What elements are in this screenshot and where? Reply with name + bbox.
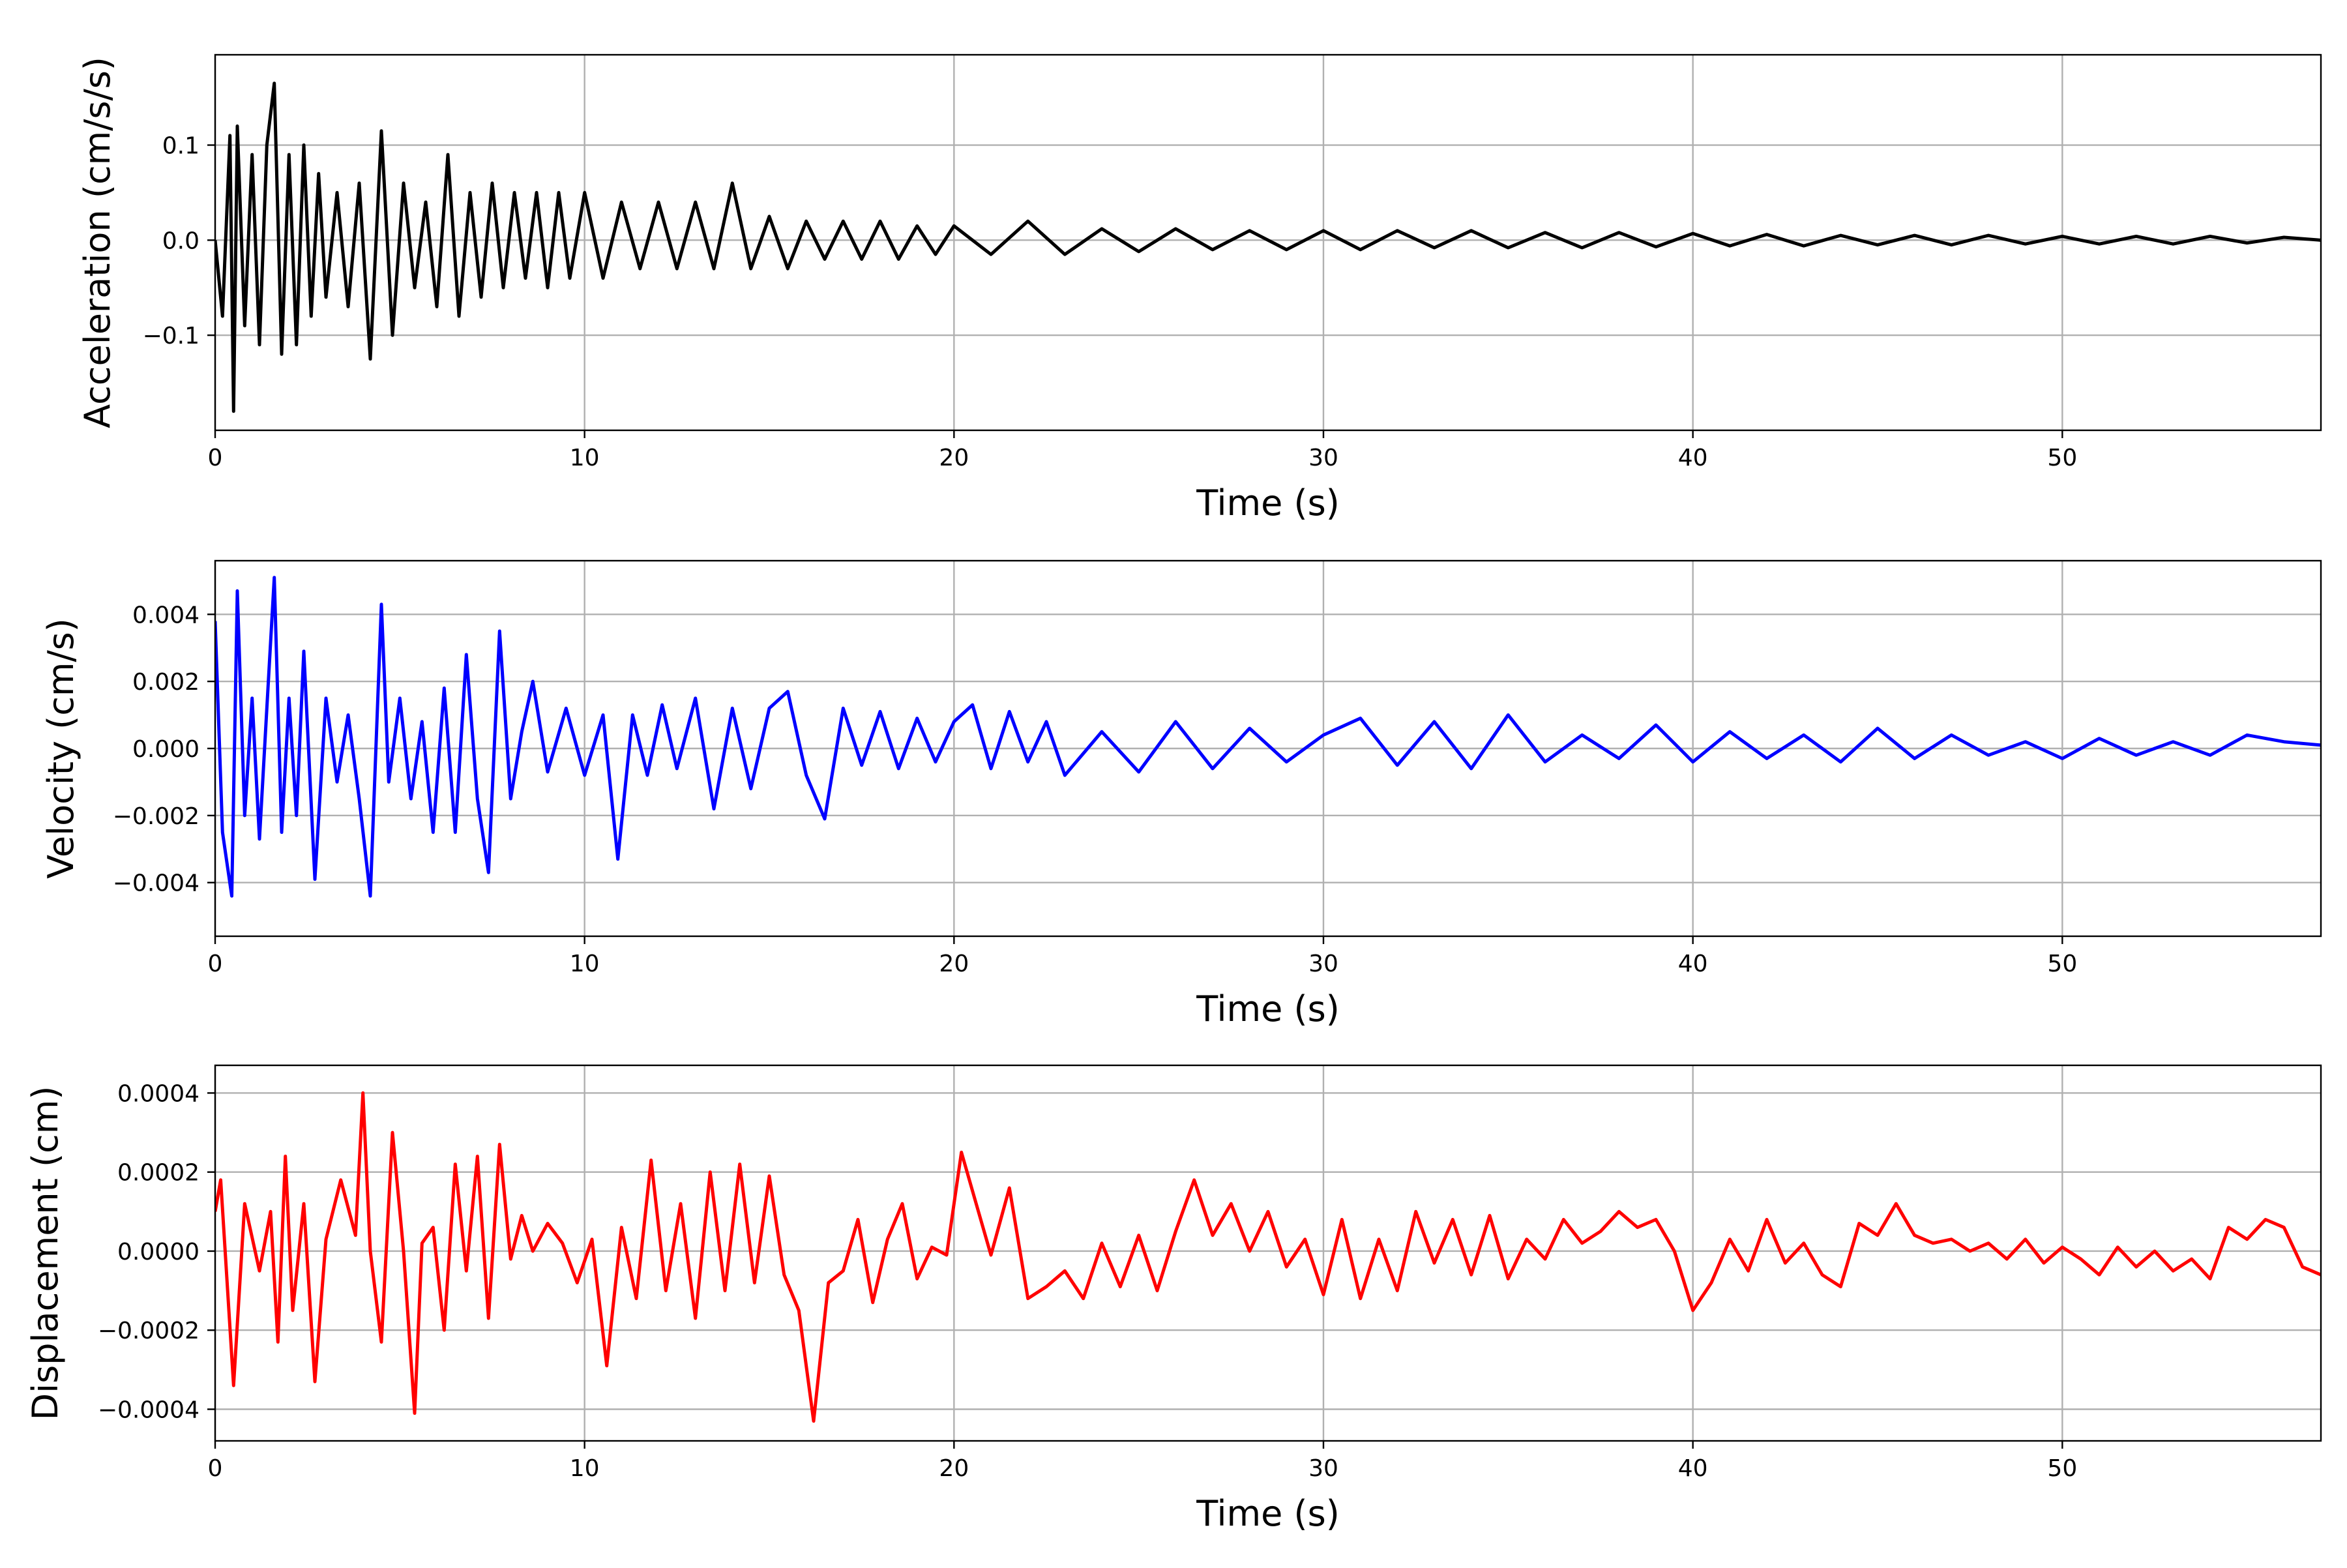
acceleration-series-line [215, 81, 2321, 413]
x-axis-label: Time (s) [1196, 482, 1340, 524]
x-tick-label: 10 [570, 1455, 600, 1482]
y-tick-label: 0.0000 [117, 1239, 199, 1265]
x-tick-label: 20 [939, 445, 969, 471]
panel-displacement: 0 10 20 30 40 50 −0.0004 −0.0002 0.0000 0.0002 0.0… [25, 1064, 2322, 1534]
x-tick-label: 20 [939, 951, 969, 977]
y-axis-label: Velocity (cm/s) [40, 618, 81, 879]
x-tick-label: 30 [1308, 445, 1338, 471]
y-tick-label: 0.004 [132, 602, 199, 629]
x-tick-label: 0 [208, 445, 223, 471]
x-tick-label: 30 [1308, 951, 1338, 977]
x-tick-label: 20 [939, 1455, 969, 1482]
x-tick-label: 40 [1678, 445, 1708, 471]
panel-acceleration: 0 10 20 30 40 50 −0.1 0.0 0.1 Time (s) Acceleratio… [77, 53, 2322, 524]
y-axis-label: Displacement (cm) [25, 1086, 66, 1421]
y-tick-label: −0.004 [113, 870, 199, 897]
x-tick-label: 30 [1308, 1455, 1338, 1482]
y-tick-label: 0.1 [162, 133, 199, 160]
x-tick-label: 10 [570, 445, 600, 471]
y-axis-label: Acceleration (cm/s/s) [77, 57, 118, 428]
x-axis-label: Time (s) [1196, 988, 1340, 1029]
y-tick-label: 0.0002 [117, 1160, 199, 1187]
axes-frame [214, 1064, 2322, 1442]
x-tick-label: 10 [570, 951, 600, 977]
y-tick-label: 0.002 [132, 669, 199, 696]
x-axis-label: Time (s) [1196, 1493, 1340, 1534]
y-tick-label: 0.0 [162, 228, 199, 254]
x-tick-label: 40 [1678, 1455, 1708, 1482]
velocity-series-line [215, 576, 2321, 898]
x-tick-label: 50 [2047, 1455, 2077, 1482]
y-tick-label: −0.0002 [98, 1318, 199, 1344]
panel-velocity: 0 10 20 30 40 50 −0.004 −0.002 0.000 0.002 0.004 Ti… [40, 559, 2322, 1029]
x-tick-label: 40 [1678, 951, 1708, 977]
y-tick-label: 0.0004 [117, 1080, 199, 1107]
x-tick-label: 0 [208, 1455, 223, 1482]
y-tick-label: −0.1 [143, 323, 199, 349]
x-tick-label: 50 [2047, 445, 2077, 471]
x-tick-label: 0 [208, 951, 223, 977]
displacement-series-line [215, 1091, 2321, 1423]
x-tick-label: 50 [2047, 951, 2077, 977]
y-tick-label: −0.0004 [98, 1397, 199, 1423]
y-tick-label: 0.000 [132, 736, 199, 763]
axes-frame [214, 53, 2322, 432]
y-tick-label: −0.002 [113, 803, 199, 830]
